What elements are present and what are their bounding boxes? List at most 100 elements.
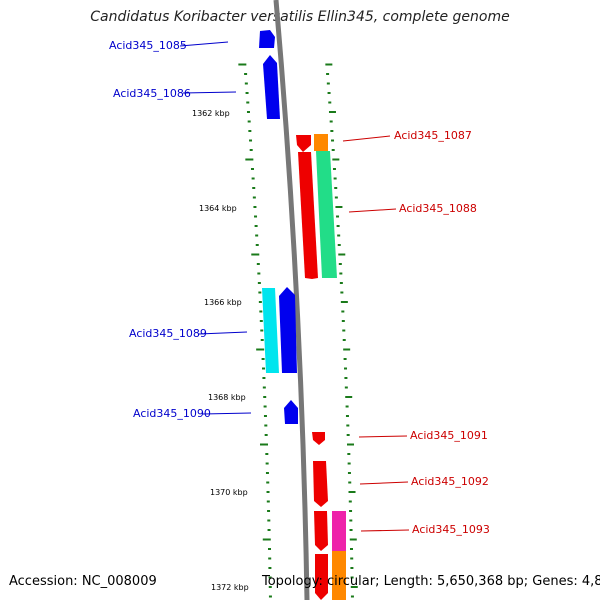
minor-tick [265, 472, 269, 474]
minor-tick [332, 168, 336, 170]
minor-tick [349, 538, 357, 541]
minor-tick [350, 557, 354, 560]
minor-tick [343, 348, 351, 351]
minor-tick [258, 301, 262, 303]
gene-acid345-1086[interactable] [263, 55, 280, 119]
minor-tick [257, 282, 261, 284]
label-acid345-1088[interactable]: Acid345_1088 [399, 202, 477, 215]
minor-tick [262, 377, 266, 379]
minor-tick [266, 500, 270, 503]
minor-tick [267, 519, 271, 522]
minor-tick [267, 529, 271, 531]
minor-tick [263, 405, 267, 408]
leader-acid345-1093 [360, 529, 410, 532]
minor-tick [265, 462, 269, 465]
minor-tick [246, 111, 250, 113]
sea-green-feature-1088[interactable] [316, 151, 337, 278]
minor-tick [257, 272, 261, 275]
minor-tick [331, 149, 335, 151]
magenta-feature-1093[interactable] [332, 511, 346, 551]
gene-acid345-1092[interactable] [313, 461, 328, 507]
minor-tick [350, 595, 354, 598]
minor-tick [254, 225, 258, 227]
minor-tick [345, 396, 353, 398]
minor-tick [338, 253, 346, 256]
minor-tick [334, 187, 338, 189]
gene-acid345-1085[interactable] [259, 30, 275, 48]
minor-tick [259, 320, 263, 322]
minor-tick [253, 206, 257, 208]
label-acid345-1089[interactable]: Acid345_1089 [129, 327, 207, 340]
minor-tick [258, 291, 262, 294]
minor-tick [349, 548, 353, 550]
minor-tick [249, 149, 253, 151]
label-acid345-1093[interactable]: Acid345_1093 [412, 523, 490, 536]
major-tick [262, 538, 271, 541]
minor-tick [255, 234, 259, 237]
minor-tick [268, 557, 272, 560]
minor-tick [328, 101, 332, 104]
gene-acid345-1089[interactable] [279, 287, 297, 373]
leader-acid345-1092 [359, 481, 409, 485]
leader-acid345-1091 [358, 435, 408, 438]
minor-tick [326, 73, 330, 75]
cyan-feature-1089[interactable] [262, 288, 279, 373]
accession-text: Accession: NC_008009 [9, 574, 157, 589]
minor-tick [327, 92, 331, 94]
minor-tick [268, 595, 272, 598]
label-acid345-1090[interactable]: Acid345_1090 [133, 407, 211, 420]
minor-tick [268, 567, 272, 569]
orange-feature-1087[interactable] [314, 134, 328, 151]
minor-tick [247, 120, 251, 123]
label-acid345-1087[interactable]: Acid345_1087 [394, 129, 472, 142]
minor-tick [331, 139, 335, 142]
gene-acid345-1087[interactable] [296, 135, 311, 152]
leader-acid345-1087 [342, 135, 391, 142]
minor-tick [349, 519, 353, 522]
minor-tick [251, 177, 255, 180]
minor-tick [264, 424, 268, 427]
gene-acid345-1091[interactable] [312, 432, 325, 445]
minor-tick [260, 339, 264, 341]
minor-tick [342, 339, 346, 341]
gene-partial-bottom[interactable] [315, 554, 328, 600]
label-acid345-1092[interactable]: Acid345_1092 [411, 475, 489, 488]
minor-tick [263, 396, 267, 398]
gene-acid345-1088[interactable] [298, 152, 318, 279]
leader-acid345-1090 [202, 412, 252, 415]
minor-tick [249, 139, 253, 142]
orange-feature-1093[interactable] [332, 551, 346, 600]
minor-tick [345, 405, 349, 408]
minor-tick [350, 576, 354, 579]
minor-tick [325, 63, 333, 66]
label-acid345-1091[interactable]: Acid345_1091 [410, 429, 488, 442]
minor-tick [350, 567, 354, 569]
minor-tick [344, 377, 348, 379]
gene-acid345-1093[interactable] [314, 511, 328, 551]
label-acid345-1085[interactable]: Acid345_1085 [109, 39, 187, 52]
major-tick [256, 348, 265, 351]
major-tick [238, 63, 247, 66]
minor-tick [328, 111, 336, 113]
minor-tick [335, 206, 343, 208]
minor-tick [346, 434, 350, 436]
minor-tick [256, 263, 260, 265]
minor-tick [252, 187, 256, 189]
minor-tick [349, 510, 353, 512]
minor-tick [255, 244, 259, 246]
minor-tick [338, 263, 342, 265]
minor-tick [250, 168, 254, 170]
minor-tick [326, 82, 330, 85]
minor-tick [262, 386, 266, 389]
minor-tick [350, 586, 358, 588]
gene-acid345-1090[interactable] [284, 400, 298, 424]
minor-tick [343, 358, 347, 360]
minor-tick [332, 158, 340, 161]
minor-tick [266, 491, 270, 493]
minor-tick [245, 92, 249, 94]
minor-tick [254, 215, 258, 218]
minor-tick [349, 529, 353, 531]
minor-tick [339, 272, 343, 275]
label-acid345-1086[interactable]: Acid345_1086 [113, 87, 191, 100]
minor-tick [246, 101, 250, 104]
